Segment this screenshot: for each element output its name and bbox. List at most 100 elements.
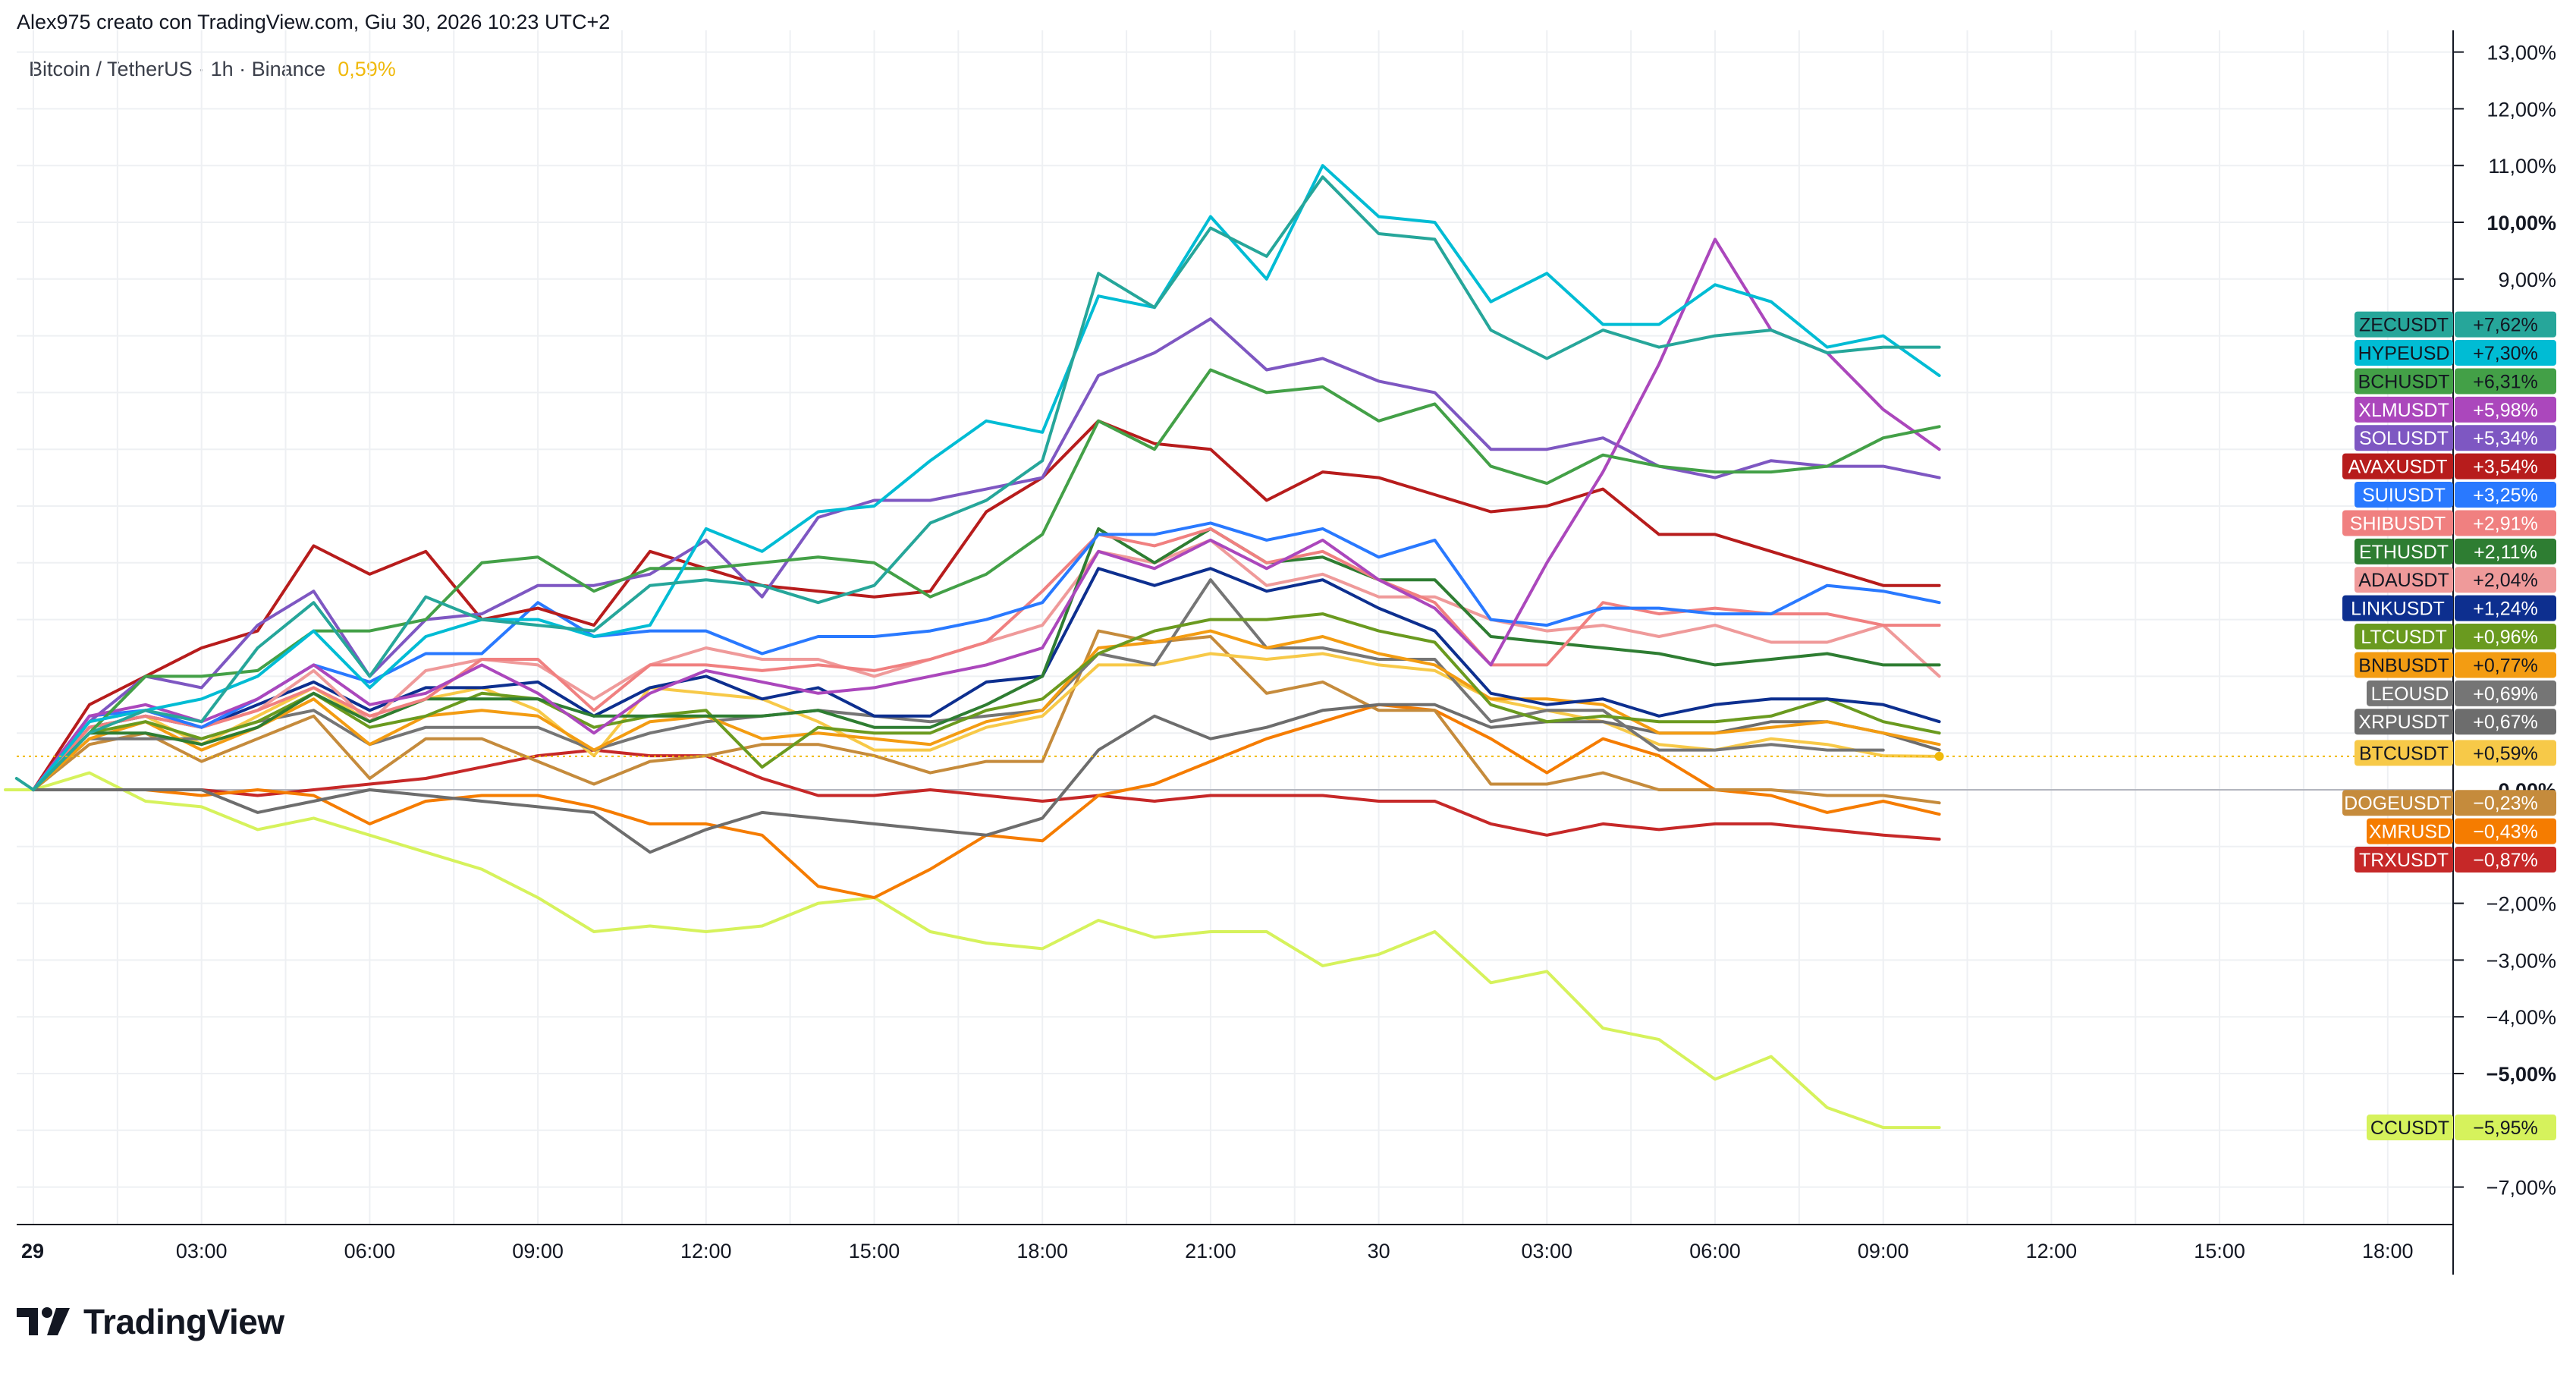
y-tick-label: 11,00% (2488, 155, 2556, 178)
series-line-ccusdt[interactable] (4, 771, 1941, 1130)
badge-xrpusdt[interactable]: XRPUSDT +0,67% (2355, 709, 2556, 735)
series-line-solusdt[interactable] (32, 317, 1941, 791)
badge-value-text: +0,96% (2473, 627, 2538, 648)
badge-name-bg (2355, 709, 2453, 735)
badge-value-text: +5,34% (2473, 428, 2538, 449)
badge-name-text: AVAXUSDT (2348, 457, 2447, 478)
series-line-xrpusdt[interactable] (32, 703, 1941, 854)
badge-name-bg (2367, 680, 2453, 706)
badge-value-text: +3,54% (2473, 457, 2538, 478)
badge-name-bg (2342, 790, 2453, 816)
badge-value-bg (2455, 510, 2556, 536)
series-line-ethusdt[interactable] (32, 527, 1941, 791)
badge-name-text: ADAUSDT (2358, 570, 2449, 591)
series-line-btcusdt[interactable] (32, 652, 1941, 791)
series-line-bchusdt[interactable] (32, 368, 1941, 791)
y-tick-label: 9,00% (2498, 269, 2556, 291)
badge-hypeusd[interactable]: HYPEUSD +7,30% (2355, 340, 2556, 366)
series-line-linkusdt[interactable] (32, 567, 1941, 791)
badge-name-bg (2355, 847, 2453, 873)
badge-name-bg (2355, 340, 2453, 366)
series-line-trxusdt[interactable] (32, 748, 1941, 841)
badge-name-bg (2355, 311, 2453, 338)
badge-shibusdt[interactable]: SHIBUSDT +2,91% (2342, 510, 2556, 536)
x-tick-label: 15:00 (849, 1240, 900, 1262)
badge-dogeusdt[interactable]: DOGEUSDT −0,23% (2342, 790, 2556, 816)
badge-value-bg (2455, 425, 2556, 451)
series-line-avaxusdt[interactable] (32, 419, 1941, 791)
badge-xmrusd[interactable]: XMRUSD −0,43% (2367, 818, 2556, 844)
badge-ethusdt[interactable]: ETHUSDT +2,11% (2355, 538, 2556, 564)
y-tick-label: −5,00% (2486, 1063, 2556, 1086)
badge-value-bg (2455, 624, 2556, 650)
series-line-zecusdt[interactable] (14, 175, 1941, 791)
y-tick-label: −3,00% (2486, 949, 2556, 972)
badge-xlmusdt[interactable]: XLMUSDT +5,98% (2355, 396, 2556, 423)
badge-avaxusdt[interactable]: AVAXUSDT +3,54% (2342, 453, 2556, 479)
badge-value-text: −0,87% (2473, 850, 2538, 871)
series-line-xlmusdt[interactable] (32, 237, 1941, 791)
badge-zecusdt[interactable]: ZECUSDT +7,62% (2355, 311, 2556, 338)
badge-value-bg (2455, 538, 2556, 564)
badge-name-text: LTCUSDT (2361, 627, 2446, 648)
badge-value-bg (2455, 311, 2556, 338)
badge-value-bg (2455, 453, 2556, 479)
badge-value-text: +0,77% (2473, 655, 2538, 676)
badge-btcusdt[interactable]: BTCUSDT +0,59% (2355, 740, 2556, 766)
badge-leousd[interactable]: LEOUSD +0,69% (2367, 680, 2556, 706)
badge-value-text: −0,43% (2473, 822, 2538, 843)
badge-bchusdt[interactable]: BCHUSDT +6,31% (2355, 368, 2556, 395)
x-tick-label: 12:00 (680, 1240, 732, 1262)
series-line-suiusdt[interactable] (32, 521, 1941, 791)
badge-name-text: BNBUSDT (2358, 655, 2449, 676)
badge-value-bg (2455, 652, 2556, 678)
badge-name-bg (2367, 1115, 2453, 1141)
badge-ccusdt[interactable]: CCUSDT −5,95% (2367, 1115, 2556, 1141)
tradingview-logo[interactable]: TradingView (17, 1301, 284, 1342)
badge-value-text: +2,91% (2473, 513, 2538, 534)
badge-adausdt[interactable]: ADAUSDT +2,04% (2355, 567, 2556, 593)
x-tick-label: 30 (1368, 1240, 1390, 1262)
badge-value-bg (2455, 595, 2556, 621)
badge-value-text: +0,67% (2473, 712, 2538, 733)
series-line-shibusdt[interactable] (32, 527, 1941, 791)
x-tick-label: 03:00 (176, 1240, 228, 1262)
badge-name-text: HYPEUSD (2358, 343, 2450, 364)
badge-solusdt[interactable]: SOLUSDT +5,34% (2355, 425, 2556, 451)
symbol-legend: Bitcoin / TetherUS · 1h · Binance 0,59% (29, 58, 396, 81)
badge-name-bg (2367, 818, 2453, 844)
badge-value-text: +2,04% (2473, 570, 2538, 591)
series-line-leousd[interactable] (32, 578, 1885, 791)
badge-trxusdt[interactable]: TRXUSDT −0,87% (2355, 847, 2556, 873)
badge-value-text: +7,62% (2473, 315, 2538, 336)
badge-ltcusdt[interactable]: LTCUSDT +0,96% (2355, 624, 2556, 650)
badge-value-text: +6,31% (2473, 371, 2538, 392)
tradingview-logo-icon (17, 1307, 70, 1335)
x-tick-label: 18:00 (1016, 1240, 1068, 1262)
chart-axes (17, 30, 2454, 1275)
badge-name-text: DOGEUSDT (2344, 793, 2452, 814)
badge-name-text: ETHUSDT (2359, 542, 2449, 563)
series-line-ltcusdt[interactable] (32, 612, 1941, 791)
badge-name-bg (2355, 624, 2453, 650)
symbol-legend-name[interactable]: Bitcoin / TetherUS · 1h · Binance (29, 58, 326, 80)
badge-name-text: XRPUSDT (2358, 712, 2449, 733)
badge-name-text: BTCUSDT (2359, 743, 2449, 764)
badge-name-text: LEOUSD (2371, 684, 2449, 705)
badge-value-bg (2455, 740, 2556, 766)
series-line-hypeusd[interactable] (32, 164, 1941, 791)
x-tick-label: 29 (21, 1240, 44, 1262)
badge-suiusdt[interactable]: SUIUSDT +3,25% (2355, 482, 2556, 508)
badge-name-bg (2355, 652, 2453, 678)
badge-linkusdt[interactable]: LINKUSDT +1,24% (2342, 595, 2556, 621)
series-line-bnbusdt[interactable] (32, 629, 1941, 791)
badge-name-bg (2355, 396, 2453, 423)
badge-value-bg (2455, 847, 2556, 873)
series-line-dogeusdt[interactable] (32, 629, 1941, 805)
time-scale[interactable]: 29 03:00 06:00 09:00 12:00 15:00 18:00 21:00 30 0… (21, 1240, 2414, 1262)
badge-value-text: −0,23% (2473, 793, 2538, 814)
badge-bnbusdt[interactable]: BNBUSDT +0,77% (2355, 652, 2556, 678)
badge-value-text: +7,30% (2473, 343, 2538, 364)
badge-name-text: XMRUSD (2369, 822, 2451, 843)
